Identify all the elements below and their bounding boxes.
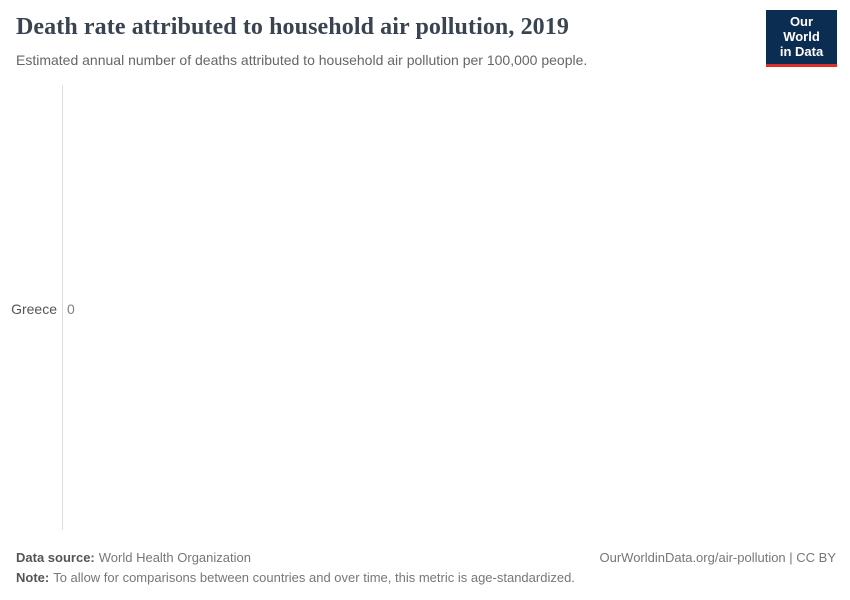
data-source-text: World Health Organization <box>98 550 251 565</box>
y-axis-line <box>62 85 63 530</box>
page-title: Death rate attributed to household air p… <box>16 14 569 40</box>
note-label: Note: <box>16 570 50 585</box>
owid-logo-line2: in Data <box>779 43 824 59</box>
entity-label[interactable]: Greece <box>11 301 57 317</box>
chart-area: Greece 0 <box>0 85 850 530</box>
bar-row-greece[interactable]: Greece 0 <box>0 297 850 321</box>
data-source-label: Data source: <box>16 550 95 565</box>
value-label: 0 <box>67 301 75 317</box>
page-subtitle: Estimated annual number of deaths attrib… <box>16 52 588 68</box>
footer: Data source: World Health Organization No… <box>16 548 836 588</box>
owid-logo-line1: Our World <box>783 14 820 44</box>
owid-logo[interactable]: Our World in Data <box>766 10 837 67</box>
citation-link[interactable]: OurWorldinData.org/air-pollution | CC BY <box>599 550 836 565</box>
note-text: To allow for comparisons between countri… <box>53 570 575 585</box>
note-line: Note: To allow for comparisons between co… <box>16 568 836 588</box>
data-source-line: Data source: World Health Organization <box>16 548 836 568</box>
